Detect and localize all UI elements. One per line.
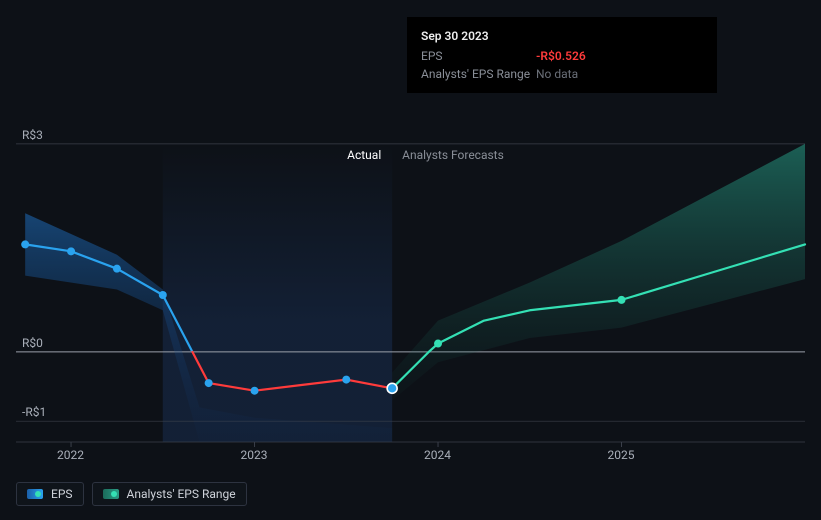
tooltip-date: Sep 30 2023 — [421, 27, 703, 45]
legend-swatch-icon — [103, 489, 119, 499]
tooltip-label: Analysts' EPS Range — [421, 65, 536, 83]
legend-label: EPS — [51, 487, 73, 501]
tooltip-label: EPS — [421, 47, 536, 65]
legend-item-range[interactable]: Analysts' EPS Range — [92, 482, 247, 506]
x-axis-label: 2022 — [57, 448, 84, 462]
chart-tooltip: Sep 30 2023 EPS -R$0.526 Analysts' EPS R… — [407, 17, 717, 93]
y-axis-label: R$0 — [22, 336, 43, 350]
tooltip-row-eps: EPS -R$0.526 — [421, 47, 703, 65]
y-axis-label: -R$1 — [22, 405, 46, 419]
legend-swatch-icon — [27, 489, 43, 499]
y-axis-label: R$3 — [22, 128, 43, 142]
chart-legend: EPS Analysts' EPS Range — [16, 482, 247, 506]
legend-item-eps[interactable]: EPS — [16, 482, 84, 506]
section-label-actual: Actual — [347, 148, 381, 162]
legend-label: Analysts' EPS Range — [127, 487, 236, 501]
x-axis-label: 2024 — [424, 448, 451, 462]
x-axis-label: 2023 — [241, 448, 268, 462]
tooltip-row-range: Analysts' EPS Range No data — [421, 65, 703, 83]
section-label-forecast: Analysts Forecasts — [402, 148, 504, 162]
x-axis-label: 2025 — [608, 448, 635, 462]
tooltip-value: -R$0.526 — [536, 47, 586, 65]
tooltip-value: No data — [536, 65, 578, 83]
